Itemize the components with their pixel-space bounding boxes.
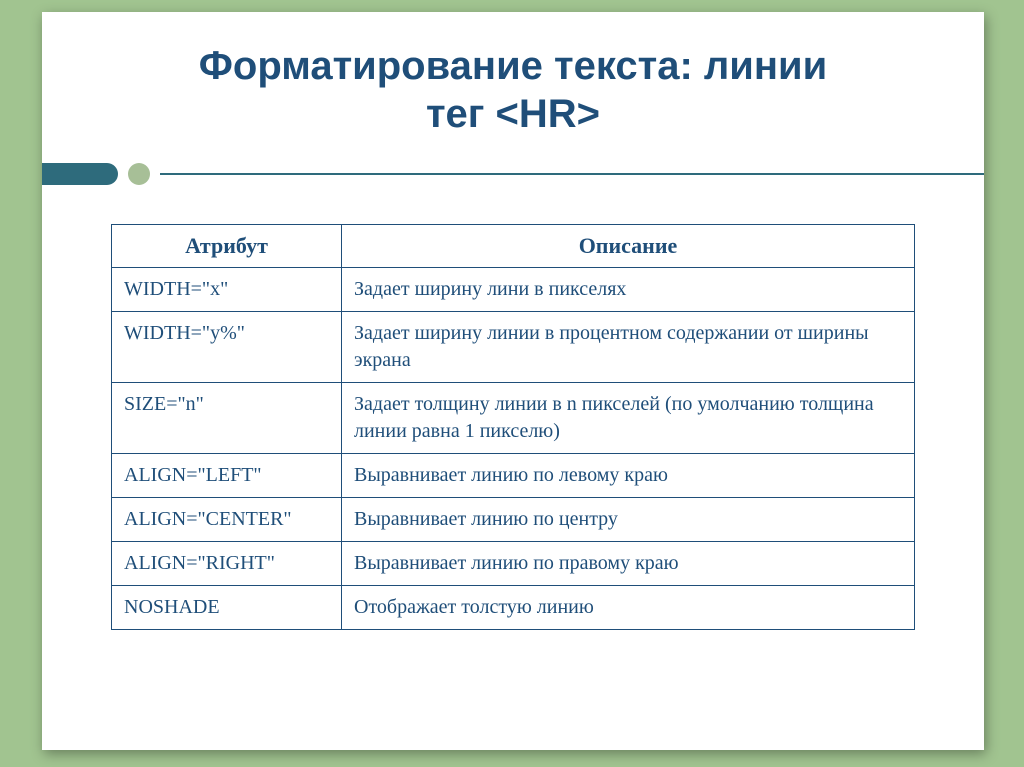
cell-description: Выравнивает линию по левому краю: [342, 454, 915, 498]
slide-card: Форматирование текста: линии тег <HR> Ат…: [42, 12, 984, 750]
divider-dot: [128, 163, 150, 185]
cell-description: Задает толщину линии в n пикселей (по ум…: [342, 383, 915, 454]
table-row: SIZE="n" Задает толщину линии в n пиксел…: [112, 383, 915, 454]
cell-attribute: WIDTH="x": [112, 268, 342, 312]
cell-attribute: NOSHADE: [112, 586, 342, 630]
cell-description: Задает ширину линии в процентном содержа…: [342, 312, 915, 383]
table-row: ALIGN="CENTER" Выравнивает линию по цент…: [112, 498, 915, 542]
page-title: Форматирование текста: линии тег <HR>: [42, 42, 984, 138]
cell-description: Выравнивает линию по правому краю: [342, 542, 915, 586]
col-header-description: Описание: [342, 225, 915, 268]
cell-description: Отображает толстую линию: [342, 586, 915, 630]
cell-description: Выравнивает линию по центру: [342, 498, 915, 542]
table-row: ALIGN="RIGHT" Выравнивает линию по право…: [112, 542, 915, 586]
cell-attribute: ALIGN="CENTER": [112, 498, 342, 542]
divider-line: [160, 173, 984, 175]
divider-pill: [42, 163, 118, 185]
table-row: NOSHADE Отображает толстую линию: [112, 586, 915, 630]
table-header-row: Атрибут Описание: [112, 225, 915, 268]
cell-attribute: WIDTH="y%": [112, 312, 342, 383]
title-divider: [42, 162, 984, 186]
cell-attribute: SIZE="n": [112, 383, 342, 454]
cell-attribute: ALIGN="LEFT": [112, 454, 342, 498]
table-row: ALIGN="LEFT" Выравнивает линию по левому…: [112, 454, 915, 498]
cell-description: Задает ширину лини в пикселях: [342, 268, 915, 312]
attributes-table: Атрибут Описание WIDTH="x" Задает ширину…: [111, 224, 915, 630]
col-header-attribute: Атрибут: [112, 225, 342, 268]
title-line-1: Форматирование текста: линии: [199, 44, 827, 88]
title-line-2: тег <HR>: [426, 92, 600, 136]
table-row: WIDTH="y%" Задает ширину линии в процент…: [112, 312, 915, 383]
cell-attribute: ALIGN="RIGHT": [112, 542, 342, 586]
table-row: WIDTH="x" Задает ширину лини в пикселях: [112, 268, 915, 312]
